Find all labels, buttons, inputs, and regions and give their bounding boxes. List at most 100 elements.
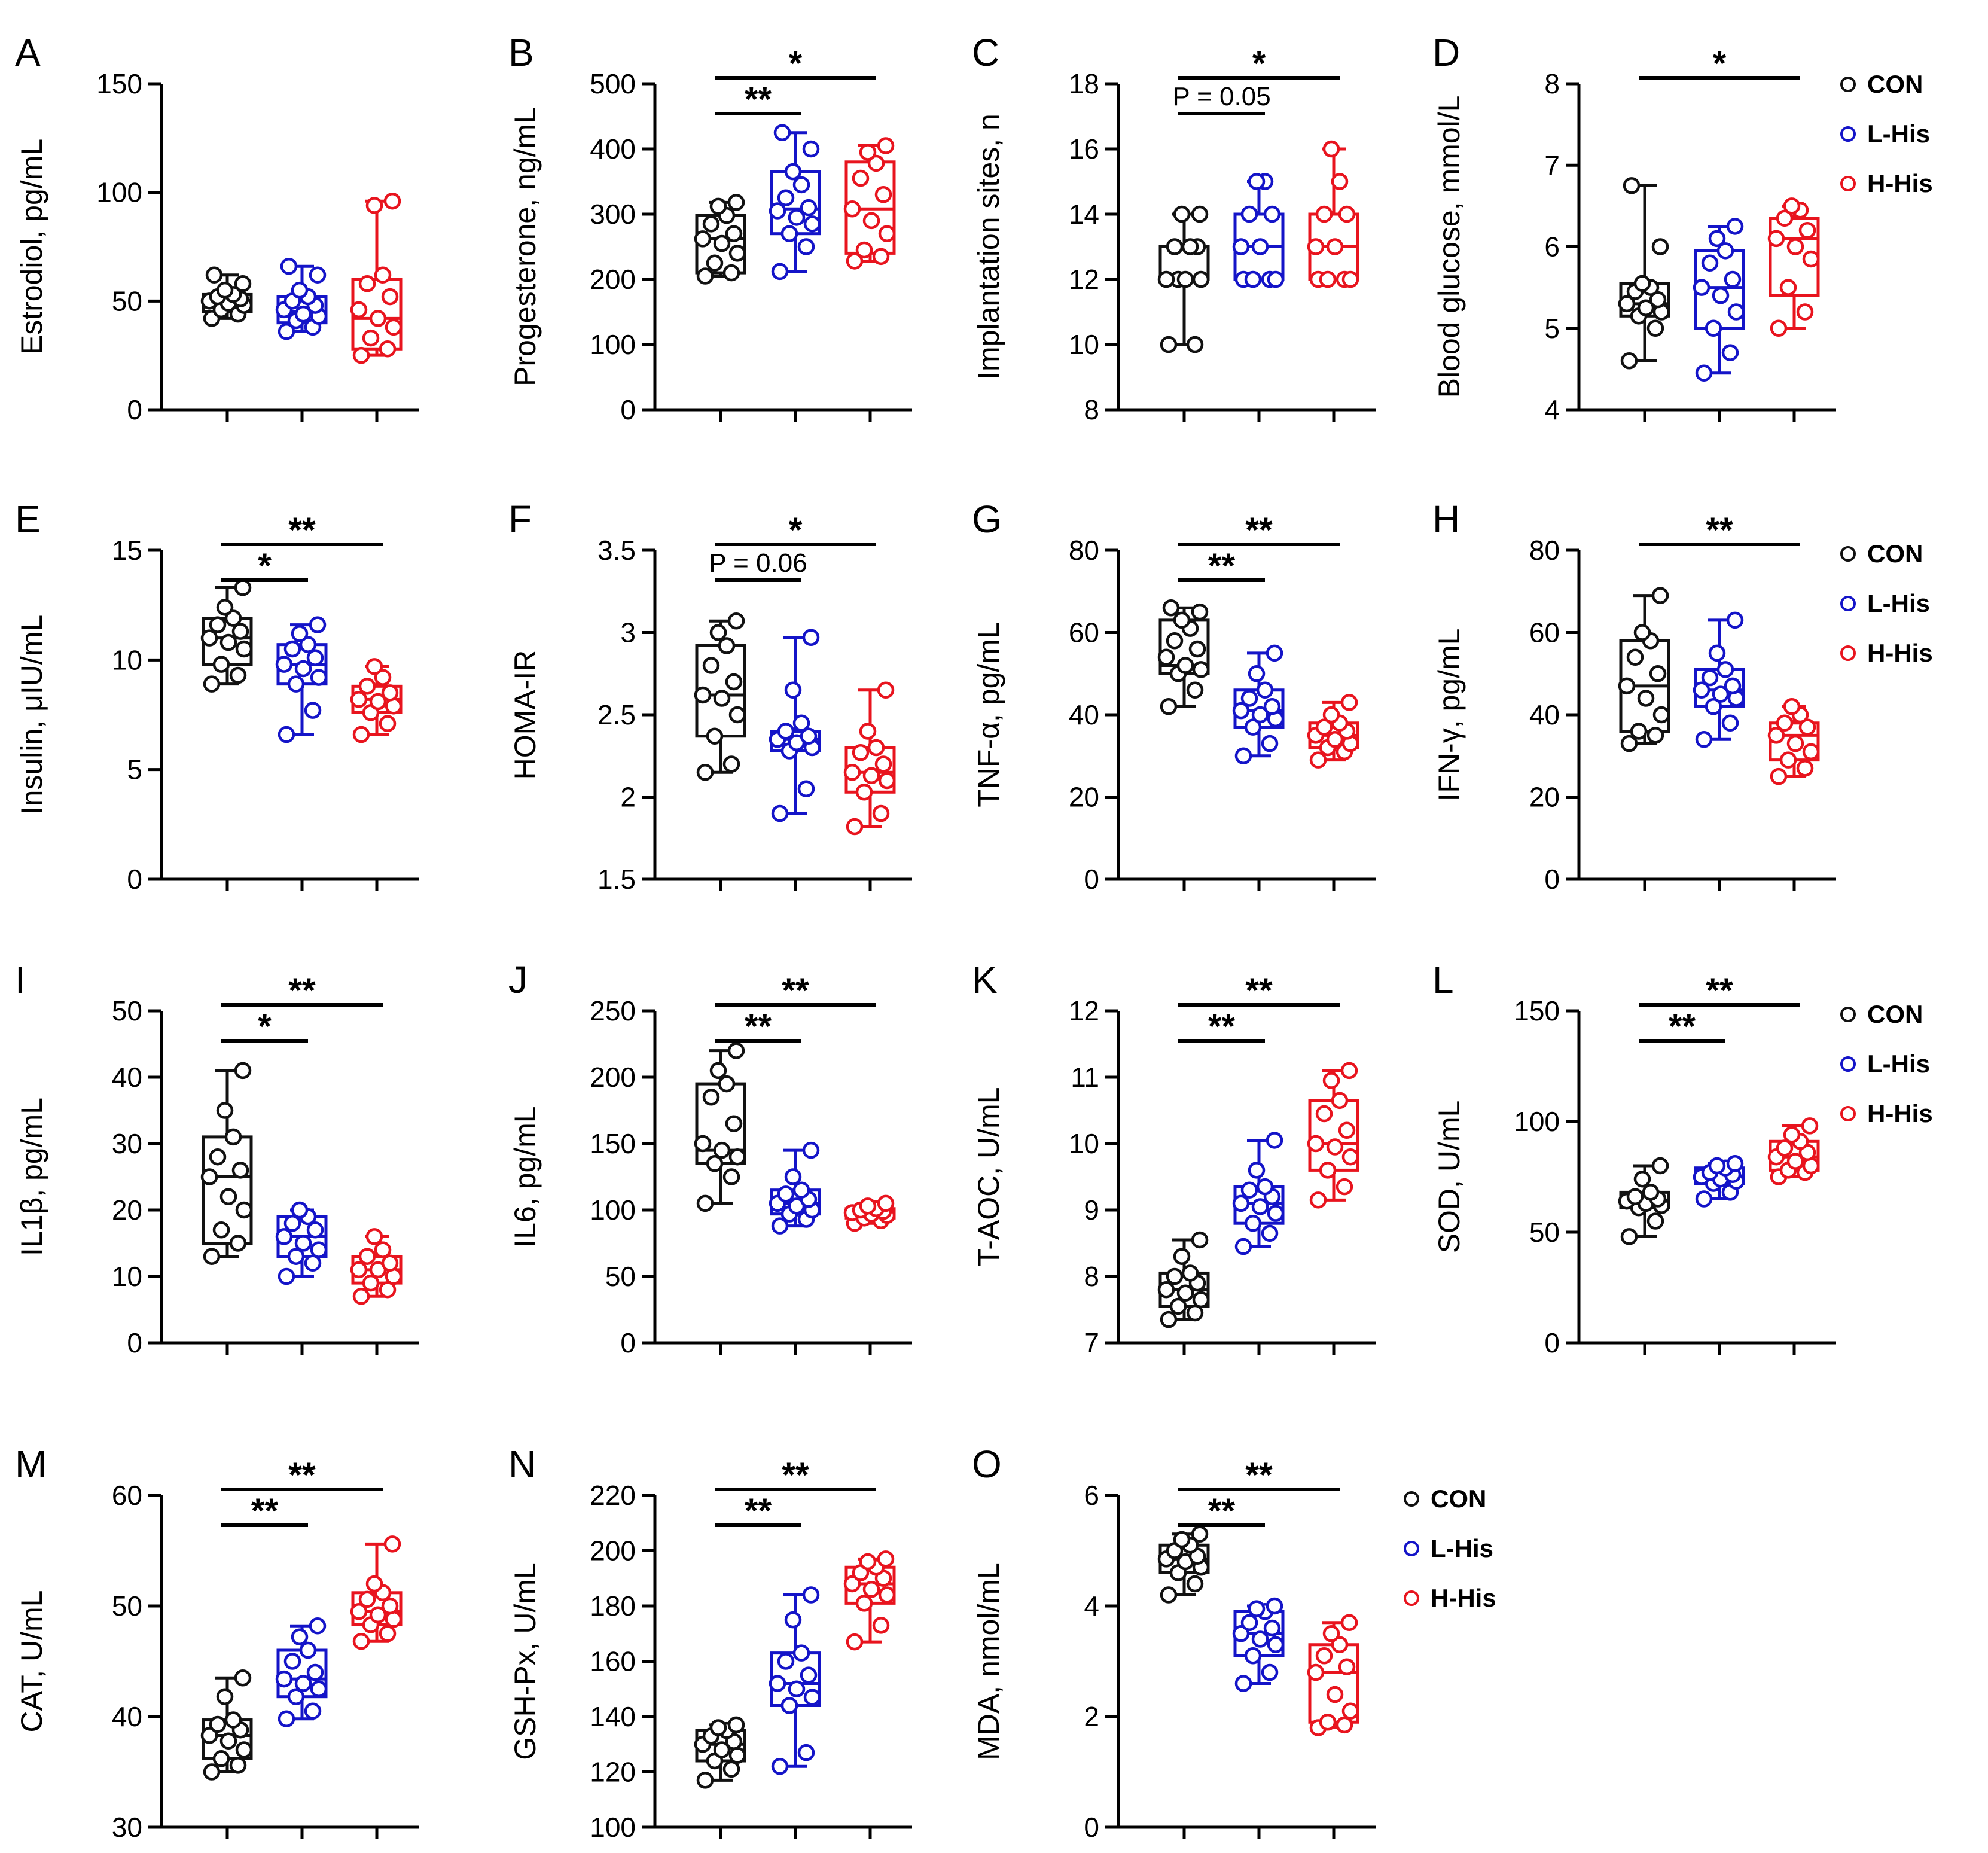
y-tick-label: 100 — [590, 1194, 636, 1226]
panel-C: C 8 10 12 14 16 18 Implantation sites, n P = 0.0… — [972, 31, 1376, 425]
data-point — [1338, 205, 1356, 223]
y-tick-label: 18 — [1069, 68, 1099, 99]
data-point — [381, 1254, 399, 1272]
data-point — [1307, 1135, 1325, 1153]
panel-J: J 0 50 100 150 200 250 IL6, pg/mL ** ** — [508, 958, 912, 1358]
panel-letter: G — [972, 498, 1002, 541]
data-point — [1646, 319, 1664, 337]
data-point — [725, 225, 743, 242]
y-tick-label: 9 — [1084, 1194, 1099, 1226]
y-tick-label: 80 — [1529, 535, 1560, 566]
data-point — [383, 1535, 401, 1553]
data-point — [797, 1744, 815, 1761]
y-axis-label: IL6, pg/mL — [508, 1106, 542, 1247]
data-point — [1315, 205, 1333, 223]
data-point — [702, 1089, 720, 1106]
box-h-his — [350, 658, 403, 891]
data-point — [362, 1274, 380, 1292]
legend-label: L-His — [1867, 120, 1930, 148]
data-point — [203, 1248, 221, 1265]
data-point — [1157, 1281, 1175, 1299]
data-point — [1633, 275, 1651, 292]
y-tick-label: 20 — [1069, 782, 1099, 813]
box-h-his — [1307, 140, 1359, 422]
data-point — [872, 804, 890, 822]
panel-N: N 100 120 140 160 180 200 220 GSH-Px, U/mL ** ** — [508, 1443, 912, 1843]
y-tick-label: 0 — [1544, 864, 1560, 895]
data-point — [1623, 177, 1641, 194]
data-point — [1160, 1586, 1178, 1604]
data-point — [803, 1689, 821, 1706]
y-tick-label: 40 — [1529, 699, 1560, 730]
data-point — [1181, 238, 1199, 255]
data-point — [1779, 751, 1797, 769]
legend-marker — [1840, 596, 1856, 611]
data-point — [1802, 250, 1820, 268]
data-point — [718, 1075, 736, 1093]
data-point — [1693, 681, 1710, 699]
data-point — [769, 202, 786, 220]
box-h-his — [350, 1228, 403, 1355]
data-point — [383, 192, 401, 210]
y-tick-label: 50 — [605, 1261, 636, 1292]
y-axis-label: Insulin, μIU/mL — [15, 615, 48, 815]
data-point — [216, 599, 234, 616]
data-point — [867, 739, 885, 757]
data-point — [235, 640, 253, 658]
y-axis-label: Implantation sites, n — [972, 114, 1005, 380]
data-point — [1157, 270, 1175, 288]
box-l-his — [769, 124, 821, 422]
data-point — [1188, 640, 1206, 658]
data-point — [1263, 205, 1281, 223]
data-point — [1263, 1619, 1281, 1637]
data-point — [1160, 1310, 1178, 1328]
data-point — [1315, 718, 1333, 736]
box-con — [200, 579, 253, 891]
data-point — [229, 666, 247, 684]
legend-marker — [1840, 1106, 1856, 1121]
data-point — [1651, 238, 1669, 255]
data-point — [877, 137, 895, 154]
box-l-his — [769, 629, 821, 891]
y-tick-label: 12 — [1069, 995, 1099, 1026]
data-point — [1340, 1614, 1358, 1631]
data-point — [855, 784, 873, 801]
data-point — [299, 1641, 317, 1659]
data-point — [702, 215, 720, 233]
data-point — [294, 1235, 312, 1252]
significance-stars: ** — [782, 971, 809, 1010]
panel-H: H 0 20 40 60 80 IFN-γ, pg/mL ** — [1432, 498, 1836, 895]
data-point — [275, 1670, 293, 1688]
box-con — [200, 1669, 253, 1839]
box-l-his — [275, 1201, 328, 1355]
data-point — [777, 1185, 795, 1203]
data-point — [352, 1632, 370, 1650]
data-point — [219, 633, 237, 651]
data-point — [859, 723, 877, 740]
data-point — [872, 1617, 890, 1634]
box-l-his — [769, 1586, 821, 1839]
data-point — [1726, 611, 1744, 629]
data-point — [1727, 303, 1745, 321]
y-tick-label: 50 — [1529, 1217, 1560, 1248]
data-point — [212, 656, 230, 673]
data-point — [1701, 254, 1719, 272]
panel-letter: L — [1432, 958, 1454, 1001]
y-tick-label: 20 — [112, 1194, 142, 1226]
y-tick-label: 100 — [590, 329, 636, 360]
significance-stars: ** — [288, 971, 316, 1010]
data-point — [728, 1747, 746, 1764]
data-point — [718, 637, 736, 654]
data-point — [1319, 270, 1337, 288]
data-point — [294, 1675, 312, 1692]
data-point — [283, 640, 301, 658]
data-point — [855, 1595, 873, 1612]
y-tick-label: 0 — [127, 394, 142, 425]
panel-F: F 1.5 2 2.5 3 3.5 HOMA-IR P = 0.06* — [508, 498, 912, 895]
panel-G: G 0 20 40 60 80 TNF-α, pg/mL **** — [972, 498, 1376, 895]
data-point — [1186, 336, 1204, 353]
data-point — [1234, 747, 1252, 764]
data-point — [1232, 238, 1250, 255]
data-point — [280, 257, 298, 275]
data-point — [859, 144, 877, 161]
